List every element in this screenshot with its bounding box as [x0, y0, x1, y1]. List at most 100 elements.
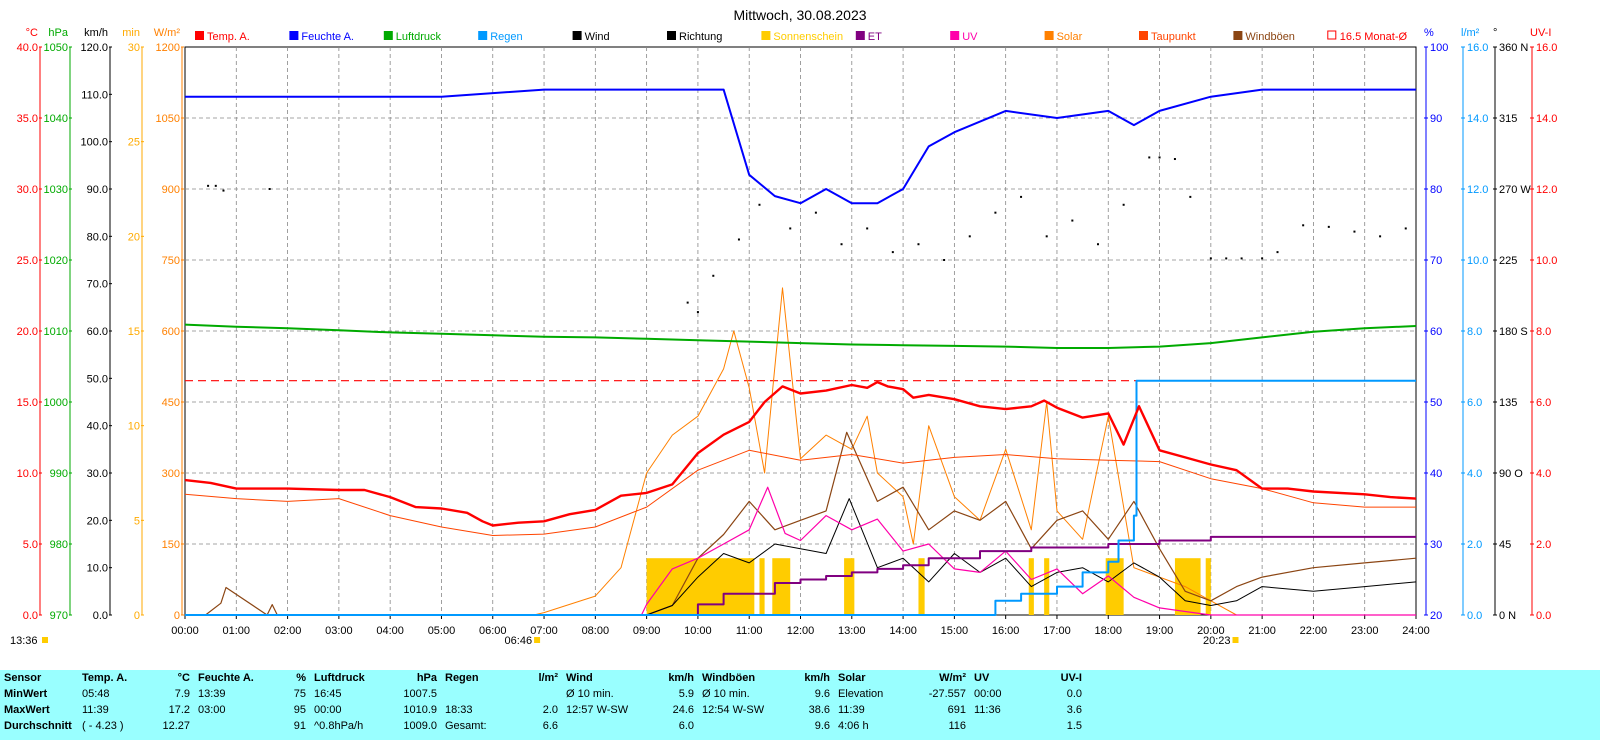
series-line-feuchte-a: [185, 88, 1416, 205]
stats-unit-temp: °C: [177, 672, 190, 684]
stats-unit-wind: km/h: [668, 672, 694, 684]
x-tick-label: 00:00: [171, 625, 199, 637]
legend-marker: [195, 31, 204, 40]
axis-tick-label: 225: [1499, 255, 1517, 267]
wind-direction-point: [696, 311, 699, 314]
sunrise-marker: [534, 637, 541, 643]
x-tick-label: 12:00: [787, 625, 815, 637]
axis-tick-label: 2.0: [1536, 539, 1551, 551]
axis-tick-label: 15.0: [17, 397, 38, 409]
axis-tick-label: 990: [50, 468, 68, 480]
axis-unit-label: l/m²: [1461, 27, 1480, 39]
sunshine-bar: [1105, 558, 1124, 615]
axis-tick-label: 300: [162, 468, 180, 480]
axis-tick-label: 6.0: [1467, 397, 1482, 409]
stats-header-sensor: Sensor: [4, 672, 42, 684]
stats-cell: 00:00: [314, 704, 342, 716]
wind-direction-point: [1276, 251, 1279, 254]
stats-cell: 1010.9: [403, 704, 437, 716]
axis-tick-label: 40: [1430, 468, 1442, 480]
axis-tick-label: 750: [162, 255, 180, 267]
stats-cell: 12.27: [162, 720, 190, 732]
wind-direction-point: [686, 301, 689, 304]
axis-tick-label: 70: [1430, 255, 1442, 267]
axis-tick-label: 10.0: [1467, 255, 1488, 267]
stats-header-gusts: Windböen: [702, 672, 756, 684]
axis-tick-label: 1000: [44, 397, 68, 409]
wind-direction-point: [866, 227, 869, 230]
axis-tick-label: 270 W: [1499, 184, 1531, 196]
stats-row-label-min: MinWert: [4, 688, 48, 700]
stats-cell: 17.2: [168, 704, 190, 716]
axis-tick-label: 0.0: [23, 610, 38, 622]
legend-label: Solar: [1057, 31, 1083, 43]
stats-cell: 1007.5: [403, 688, 437, 700]
axis-tick-label: 30: [1430, 539, 1442, 551]
axis-unit-label: %: [1424, 27, 1434, 39]
x-tick-label: 14:00: [889, 625, 917, 637]
x-tick-label: 24:00: [1402, 625, 1430, 637]
axis-tick-label: 1050: [44, 42, 68, 54]
axis-tick-label: 100: [1430, 42, 1448, 54]
legend-label: Regen: [490, 31, 522, 43]
legend-label: Temp. A.: [207, 31, 250, 43]
stats-cell: 00:00: [974, 688, 1002, 700]
stats-cell: ( - 4.23 ): [82, 720, 124, 732]
axis-tick-label: 12.0: [1536, 184, 1557, 196]
axis-tick-label: 60: [1430, 326, 1442, 338]
axis-tick-label: 1020: [44, 255, 68, 267]
stats-cell: 1.5: [1066, 720, 1082, 732]
stats-unit-rain: l/m²: [538, 672, 558, 684]
wind-direction-point: [1261, 257, 1264, 260]
axis-tick-label: 14.0: [1467, 113, 1488, 125]
axis-tick-label: 1200: [156, 42, 180, 54]
sunshine-bar: [772, 558, 791, 615]
wind-direction-point: [207, 184, 210, 187]
legend-marker: [1327, 30, 1337, 40]
stats-unit-solar: W/m²: [939, 672, 966, 684]
wind-direction-point: [994, 211, 997, 214]
series-line-taupunkt: [184, 449, 1416, 536]
wind-direction-point: [1020, 195, 1023, 198]
x-tick-label: 23:00: [1351, 625, 1379, 637]
stats-cell: 91: [293, 720, 306, 732]
axis-tick-label: 1040: [44, 113, 68, 125]
axis-tick-label: 0.0: [1467, 610, 1482, 622]
axis-tick-label: 2.0: [1467, 539, 1482, 551]
stats-cell: Ø 10 min.: [702, 688, 750, 700]
x-tick-label: 02:00: [274, 625, 302, 637]
x-tick-label: 08:00: [582, 625, 610, 637]
axis-tick-label: 1050: [156, 113, 180, 125]
wind-direction-point: [1379, 235, 1382, 238]
axis-tick-label: 12.0: [1467, 184, 1488, 196]
axis-tick-label: 30.0: [17, 184, 38, 196]
wind-direction-point: [840, 243, 843, 246]
legend-label: Luftdruck: [396, 31, 442, 43]
sunshine-bar: [759, 558, 765, 615]
stats-cell: [194, 718, 272, 734]
axis-tick-label: 90 O: [1499, 468, 1523, 480]
wind-direction-point: [1209, 257, 1212, 260]
sunshine-bar: [646, 558, 755, 615]
axis-tick-label: 80.0: [87, 231, 108, 243]
stats-cell: 9.6: [814, 720, 830, 732]
axis-tick-label: 80: [1430, 184, 1442, 196]
wind-direction-point: [1045, 235, 1048, 238]
sunset-marker: [1232, 637, 1239, 643]
legend-marker: [1233, 31, 1243, 40]
wind-direction-point: [1189, 195, 1192, 198]
stats-row-label-avg: Durchschnitt: [4, 720, 72, 732]
legend-label: ET: [868, 31, 882, 43]
x-tick-label: 05:00: [428, 625, 456, 637]
stats-cell: 12:54 W-SW: [702, 704, 765, 716]
x-tick-label: 04:00: [376, 625, 404, 637]
x-tick-label: 03:00: [325, 625, 353, 637]
wind-direction-point: [1173, 158, 1176, 161]
axis-tick-label: 45: [1499, 539, 1511, 551]
stats-cell: 24.6: [672, 704, 694, 716]
axis-tick-label: 90: [1430, 113, 1442, 125]
legend-label: Feuchte A.: [301, 31, 354, 43]
wind-direction-point: [1302, 224, 1305, 227]
sunshine-duration-marker: [42, 637, 48, 643]
legend-marker: [761, 31, 771, 40]
